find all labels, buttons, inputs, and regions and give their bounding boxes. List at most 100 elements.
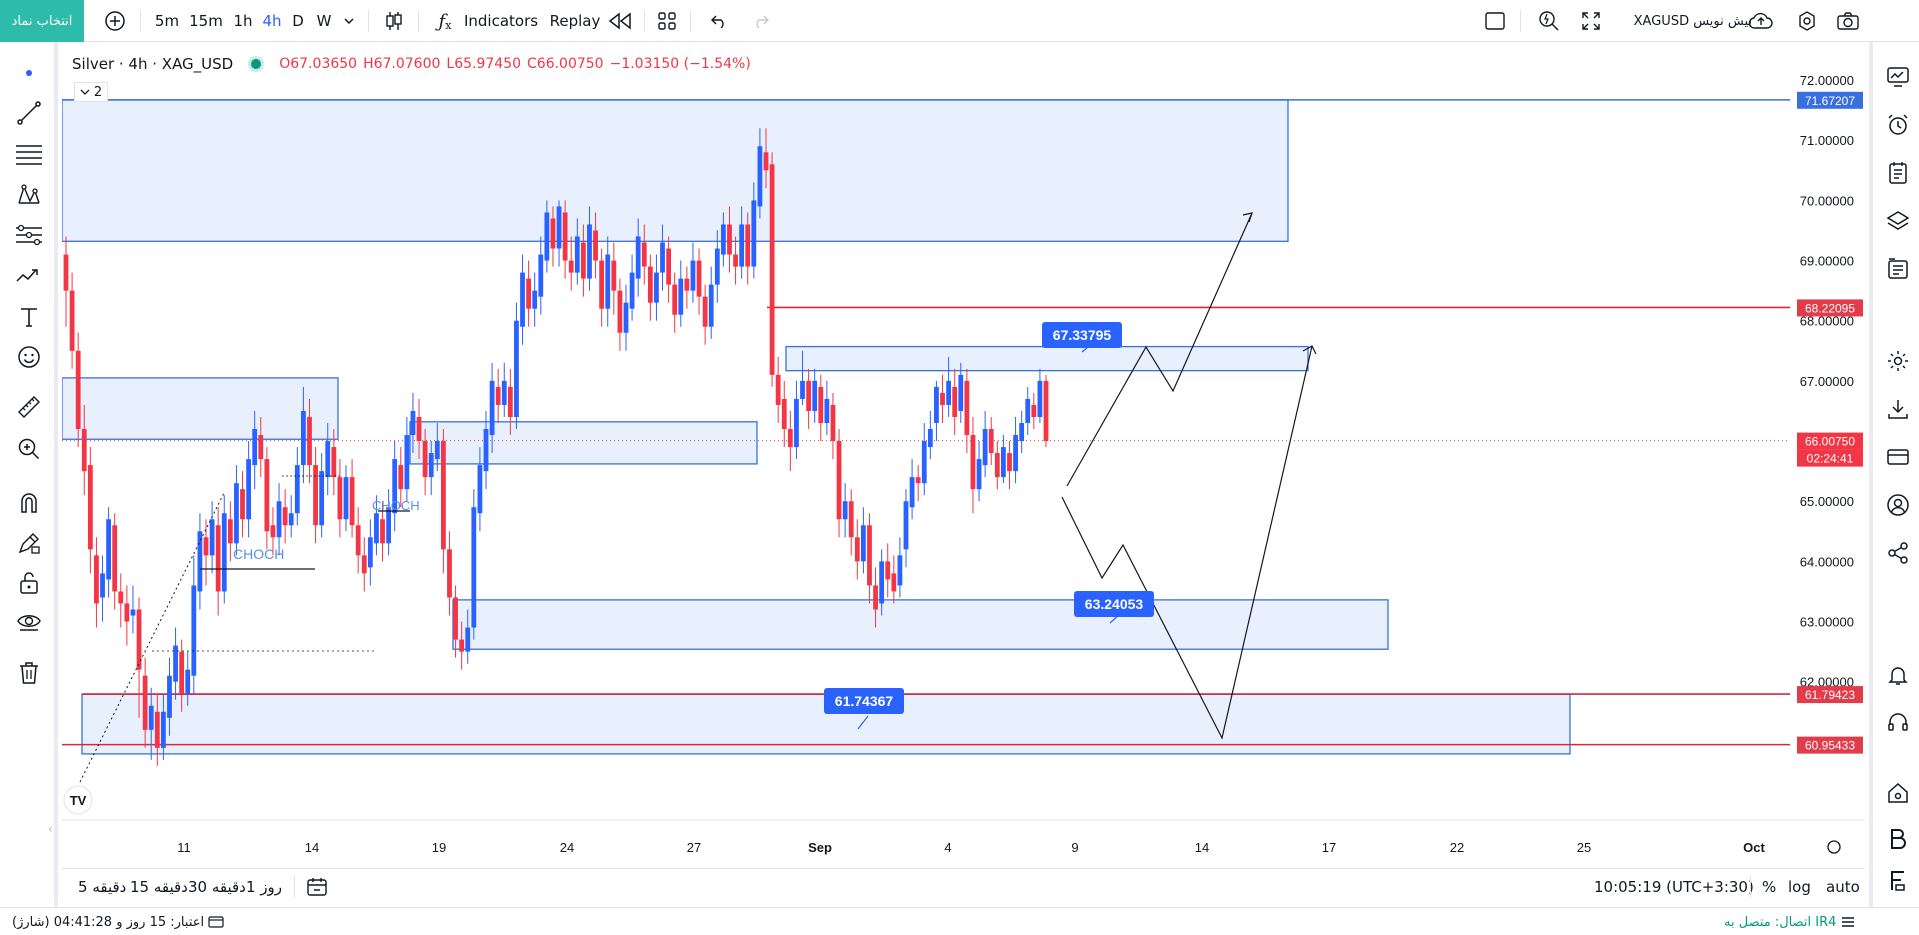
trash-icon[interactable] <box>12 656 46 690</box>
download-icon[interactable] <box>1881 392 1915 426</box>
go-to-realtime-icon <box>1827 840 1841 854</box>
candle-body <box>112 525 118 592</box>
candle-body <box>781 398 787 430</box>
time-axis[interactable]: 11 14 19 24 27 Sep 4 9 14 17 22 25 Oct <box>62 819 1865 855</box>
candle-body <box>428 453 434 478</box>
candles-icon[interactable] <box>380 8 408 34</box>
candle-body <box>398 465 404 490</box>
add-symbol-icon[interactable] <box>102 9 128 33</box>
replay-button[interactable]: Replay <box>549 12 601 30</box>
time-tick: 9 <box>1071 840 1078 855</box>
layers-icon[interactable] <box>1881 204 1915 238</box>
ruler-icon[interactable] <box>12 390 46 424</box>
candle-body <box>641 242 647 267</box>
candle-body <box>836 441 842 520</box>
quick-search-icon[interactable] <box>1536 8 1562 34</box>
account-user-icon[interactable] <box>1881 488 1915 522</box>
candle-body <box>903 501 909 550</box>
indicators-button[interactable]: Indicators <box>463 12 539 30</box>
candle-body <box>252 429 258 466</box>
prediction-tools-icon[interactable] <box>12 218 46 252</box>
square-icon[interactable] <box>1482 9 1508 33</box>
callout-lower: 61.74367 <box>835 693 894 709</box>
notes-icon[interactable] <box>1881 156 1915 190</box>
broker-f-icon[interactable] <box>1881 864 1915 898</box>
fib-retracement-icon[interactable] <box>12 138 46 172</box>
candle-body <box>440 441 446 550</box>
cloud-save-icon[interactable] <box>1746 8 1776 34</box>
gear-icon[interactable] <box>1881 344 1915 378</box>
camera-icon[interactable] <box>1834 8 1862 34</box>
settings-gear-icon[interactable] <box>1794 8 1820 34</box>
pattern-icon[interactable] <box>12 178 46 212</box>
candle-body <box>568 260 574 273</box>
visibility-eye-icon[interactable] <box>12 606 46 640</box>
symbol-title[interactable]: Silver · 4h · XAG_USD <box>72 55 234 73</box>
notification-bell-icon[interactable] <box>1881 658 1915 692</box>
interval-4h[interactable]: 4h <box>262 12 282 30</box>
range-30m[interactable]: 30 دقیقه <box>188 878 246 896</box>
wallet-icon[interactable] <box>1881 440 1915 474</box>
connection-status[interactable]: اتصال: متصل به IR4 <box>1724 908 1856 935</box>
credit-status[interactable]: اعتبار: 15 روز و 04:41:28 (شارژ) <box>12 908 224 935</box>
range-1d[interactable]: 1 روز <box>246 878 283 896</box>
symbol-select-button[interactable]: انتخاب نماد <box>0 0 84 42</box>
emoji-icon[interactable] <box>12 340 46 374</box>
headset-icon[interactable] <box>1881 706 1915 740</box>
clock-timezone[interactable]: 10:05:19 (UTC+3:30) <box>1594 878 1754 896</box>
candle-body <box>958 374 964 411</box>
close-value: C66.00750 <box>527 56 604 72</box>
candle-body <box>812 380 818 411</box>
candle-body <box>854 537 860 562</box>
alarm-clock-icon[interactable] <box>1881 108 1915 142</box>
interval-d[interactable]: D <box>292 12 304 30</box>
candle-body <box>148 705 154 730</box>
watchlist-icon[interactable] <box>1881 60 1915 94</box>
percent-toggle[interactable]: % <box>1762 878 1777 896</box>
interval-w[interactable]: W <box>316 12 332 30</box>
redo-icon[interactable] <box>748 9 774 33</box>
fullscreen-icon[interactable] <box>1578 8 1604 34</box>
magnet-icon[interactable] <box>12 486 46 520</box>
news-icon[interactable] <box>1881 252 1915 286</box>
broker-b-icon[interactable] <box>1881 822 1915 856</box>
price-axis[interactable]: 72.00000 71.00000 70.00000 69.00000 68.00000… <box>1790 48 1865 866</box>
collapse-toolbar-icon[interactable]: ‹ <box>48 822 53 836</box>
replay-icon[interactable] <box>606 9 634 33</box>
auto-toggle[interactable]: auto <box>1826 878 1860 896</box>
divider <box>294 876 295 898</box>
candle-body <box>934 386 939 423</box>
share-icon[interactable] <box>1881 536 1915 570</box>
layouts-grid-icon[interactable] <box>654 9 680 33</box>
chevron-down-icon[interactable] <box>340 12 358 30</box>
horizontal-levels <box>62 99 1790 746</box>
log-toggle[interactable]: log <box>1788 878 1811 896</box>
candle-body <box>307 416 312 466</box>
symbol-search-field[interactable]: XAGUSD بیش نویس <box>1633 13 1752 29</box>
trend-line-icon[interactable] <box>12 96 46 130</box>
undo-icon[interactable] <box>706 9 732 33</box>
interval-1h[interactable]: 1h <box>233 12 253 30</box>
draw-mode-icon[interactable] <box>12 526 46 560</box>
home-icon[interactable] <box>1881 776 1915 810</box>
text-tool-icon[interactable] <box>12 300 46 334</box>
candle-body <box>1037 380 1043 417</box>
interval-5m[interactable]: 5m <box>154 12 180 30</box>
calendar-range-icon[interactable] <box>306 869 328 905</box>
candle-body <box>300 410 306 466</box>
range-5m[interactable]: 5 دقیقه <box>78 878 127 896</box>
zoom-in-icon[interactable] <box>12 432 46 466</box>
candle-body <box>100 573 105 598</box>
indicators-collapse-button[interactable]: 2 <box>74 82 108 102</box>
range-15m[interactable]: 15 دقیقه <box>130 878 188 896</box>
candle-body <box>453 597 458 640</box>
candle-body <box>830 404 836 442</box>
price-chart[interactable]: CHOCH CHOCH 67.33795 63.24053 61.74367 7… <box>62 48 1865 866</box>
forecast-icon[interactable] <box>12 258 46 292</box>
interval-15m[interactable]: 15m <box>189 12 223 30</box>
price-tick: 70.00000 <box>1800 193 1854 208</box>
lock-icon[interactable] <box>12 566 46 600</box>
cursor-dot-icon[interactable] <box>12 56 46 90</box>
candle-body <box>927 429 933 448</box>
